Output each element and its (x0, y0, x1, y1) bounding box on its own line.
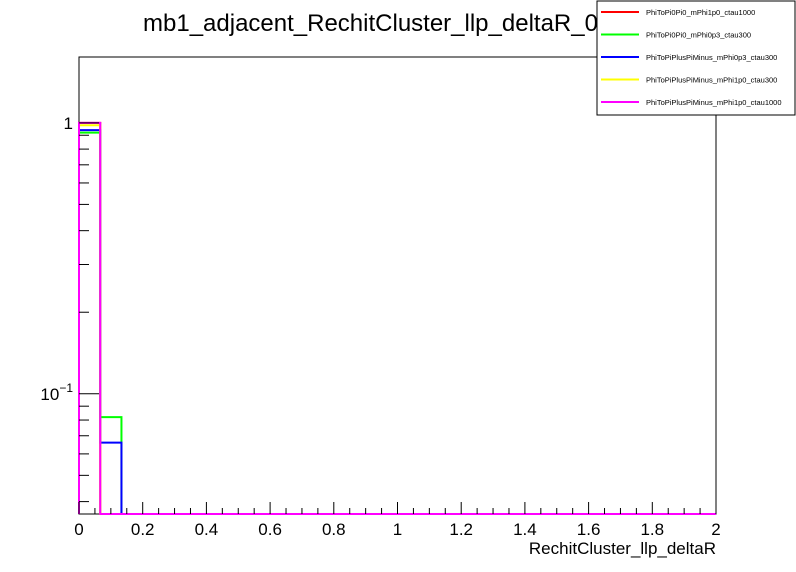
y-tick-label: 1 (64, 114, 73, 133)
plot-frame (78, 56, 717, 515)
legend-entry-2: PhiToPi0Pi0_mPhi0p3_ctau300 (646, 31, 751, 40)
x-axis-label: RechitCluster_llp_deltaR (529, 539, 716, 558)
x-tick-label: 1.4 (513, 520, 537, 539)
legend-entry-3: PhiToPiPlusPiMinus_mPhi0p3_ctau300 (646, 53, 777, 62)
x-tick-label: 2 (711, 520, 720, 539)
histogram-series-1 (78, 121, 716, 515)
x-tick-label: 0.8 (322, 520, 346, 539)
y-tick-exponent: −1 (59, 381, 73, 395)
legend-entry-5: PhiToPiPlusPiMinus_mPhi1p0_ctau1000 (646, 98, 782, 107)
chart-title: mb1_adjacent_RechitCluster_llp_deltaR_0 (143, 10, 598, 37)
x-tick-label: 0.2 (131, 520, 155, 539)
legend-entry-1: PhiToPi0Pi0_mPhi1p0_ctau1000 (646, 8, 755, 17)
histogram-series-5 (78, 121, 716, 515)
y-tick-base: 10 (40, 385, 59, 404)
histogram-series-2 (78, 131, 716, 515)
histogram-series-4 (78, 124, 716, 515)
histogram-series-3 (78, 129, 716, 515)
legend: PhiToPi0Pi0_mPhi1p0_ctau1000 PhiToPi0Pi0_… (596, 0, 796, 116)
y-tick-label: 10−1 (40, 381, 73, 404)
x-tick-label: 0 (74, 520, 83, 539)
x-tick-label: 0.6 (258, 520, 282, 539)
histogram-series-group (78, 121, 716, 515)
legend-entry-4: PhiToPiPlusPiMinus_mPhi1p0_ctau300 (646, 76, 777, 85)
x-tick-label: 1.6 (577, 520, 601, 539)
x-tick-label: 1 (393, 520, 402, 539)
x-tick-label: 1.2 (449, 520, 473, 539)
x-tick-label: 0.4 (195, 520, 219, 539)
x-tick-label: 1.8 (640, 520, 664, 539)
